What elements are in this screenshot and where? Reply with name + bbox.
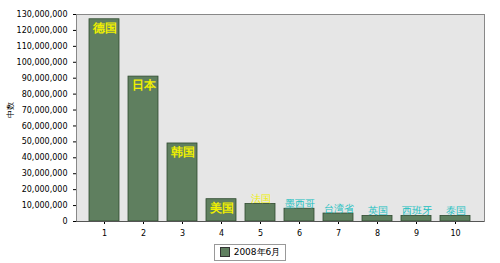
svg-text:80,000,000: 80,000,000	[22, 90, 68, 99]
svg-text:9: 9	[414, 229, 419, 238]
svg-text:60,000,000: 60,000,000	[22, 122, 68, 131]
svg-text:4: 4	[219, 229, 224, 238]
svg-text:10: 10	[450, 229, 460, 238]
svg-text:西班牙: 西班牙	[402, 205, 432, 216]
svg-text:韩国: 韩国	[170, 145, 195, 159]
svg-text:90,000,000: 90,000,000	[22, 74, 68, 83]
svg-text:110,000,000: 110,000,000	[17, 42, 68, 51]
svg-text:德国: 德国	[92, 21, 117, 35]
svg-text:5: 5	[258, 229, 263, 238]
svg-text:墨西哥: 墨西哥	[285, 198, 315, 209]
svg-text:6: 6	[297, 229, 302, 238]
svg-text:130,000,000: 130,000,000	[17, 10, 68, 19]
svg-text:50,000,000: 50,000,000	[22, 137, 68, 146]
svg-text:120,000,000: 120,000,000	[17, 26, 68, 35]
svg-text:日本: 日本	[132, 78, 157, 92]
svg-text:20,000,000: 20,000,000	[22, 185, 68, 194]
svg-text:美国: 美国	[209, 201, 234, 215]
svg-text:中数: 中数	[6, 102, 15, 118]
svg-text:40,000,000: 40,000,000	[22, 153, 68, 162]
svg-text:1: 1	[102, 229, 107, 238]
svg-text:70,000,000: 70,000,000	[22, 106, 68, 115]
svg-text:泰国: 泰国	[446, 205, 466, 216]
svg-text:3: 3	[180, 229, 185, 238]
svg-text:30,000,000: 30,000,000	[22, 169, 68, 178]
svg-text:英国: 英国	[368, 205, 388, 216]
svg-text:2: 2	[141, 229, 146, 238]
svg-text:10,000,000: 10,000,000	[22, 201, 68, 210]
svg-text:7: 7	[336, 229, 341, 238]
svg-text:台湾省: 台湾省	[324, 203, 354, 214]
svg-text:8: 8	[375, 229, 380, 238]
html-text:2008年6月: 2008年6月	[233, 246, 281, 257]
svg-text:0: 0	[62, 217, 67, 226]
svg-text:100,000,000: 100,000,000	[17, 58, 68, 67]
svg-text:法国: 法国	[251, 193, 271, 204]
